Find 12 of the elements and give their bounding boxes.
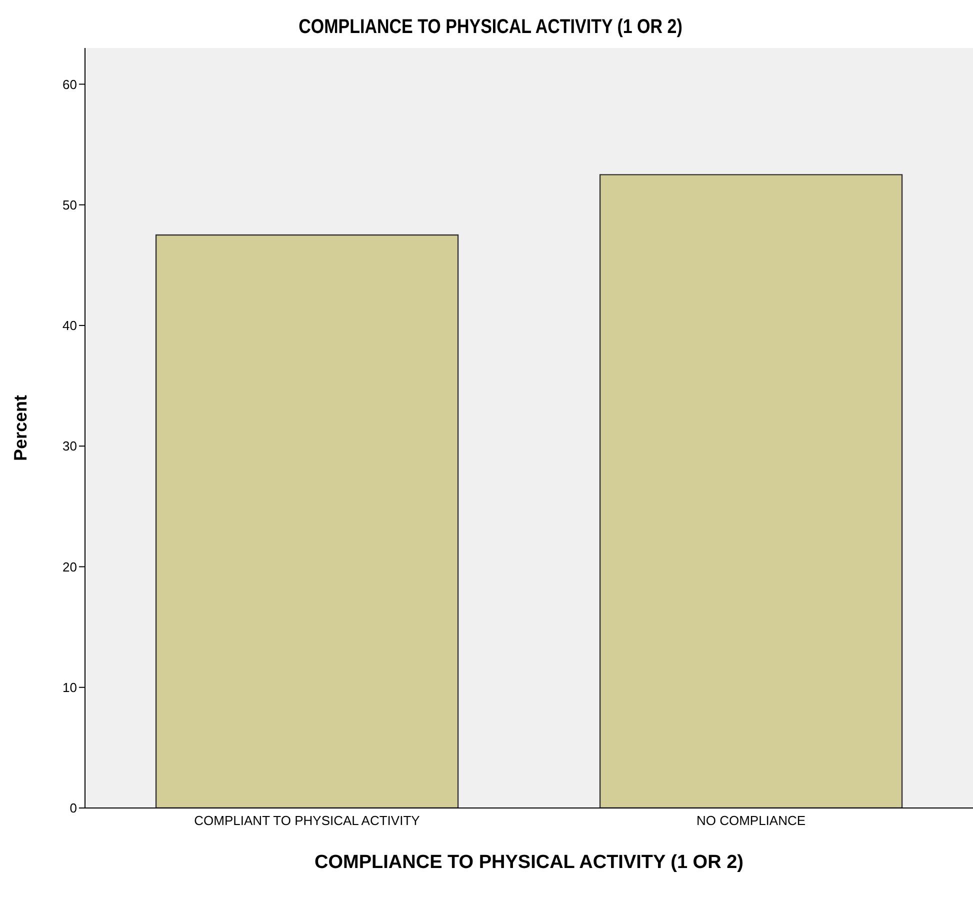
y-tick-label: 20: [62, 559, 77, 574]
x-axis-title: COMPLIANCE TO PHYSICAL ACTIVITY (1 OR 2): [314, 852, 744, 873]
chart-title: COMPLIANCE TO PHYSICAL ACTIVITY (1 OR 2): [298, 16, 684, 39]
x-tick-label: COMPLIANT TO PHYSICAL ACTIVITY: [194, 813, 420, 828]
x-tick-label: NO COMPLIANCE: [696, 813, 806, 828]
y-tick-label: 50: [62, 197, 77, 212]
y-tick-label: 40: [62, 318, 77, 334]
y-tick-label: 60: [62, 76, 77, 92]
y-tick-label: 10: [62, 680, 77, 695]
y-axis-title: Percent: [10, 394, 30, 462]
y-tick-label: 30: [62, 438, 77, 454]
y-tick-label: 0: [70, 800, 77, 816]
